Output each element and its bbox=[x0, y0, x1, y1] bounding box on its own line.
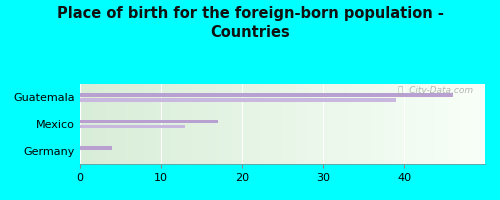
Bar bbox=[80, 125, 186, 128]
Bar bbox=[80, 93, 452, 97]
Bar bbox=[80, 98, 396, 102]
Text: Place of birth for the foreign-born population -
Countries: Place of birth for the foreign-born popu… bbox=[56, 6, 444, 40]
Bar bbox=[80, 146, 112, 150]
Text: ⓘ  City-Data.com: ⓘ City-Data.com bbox=[398, 86, 473, 95]
Bar bbox=[80, 120, 218, 123]
